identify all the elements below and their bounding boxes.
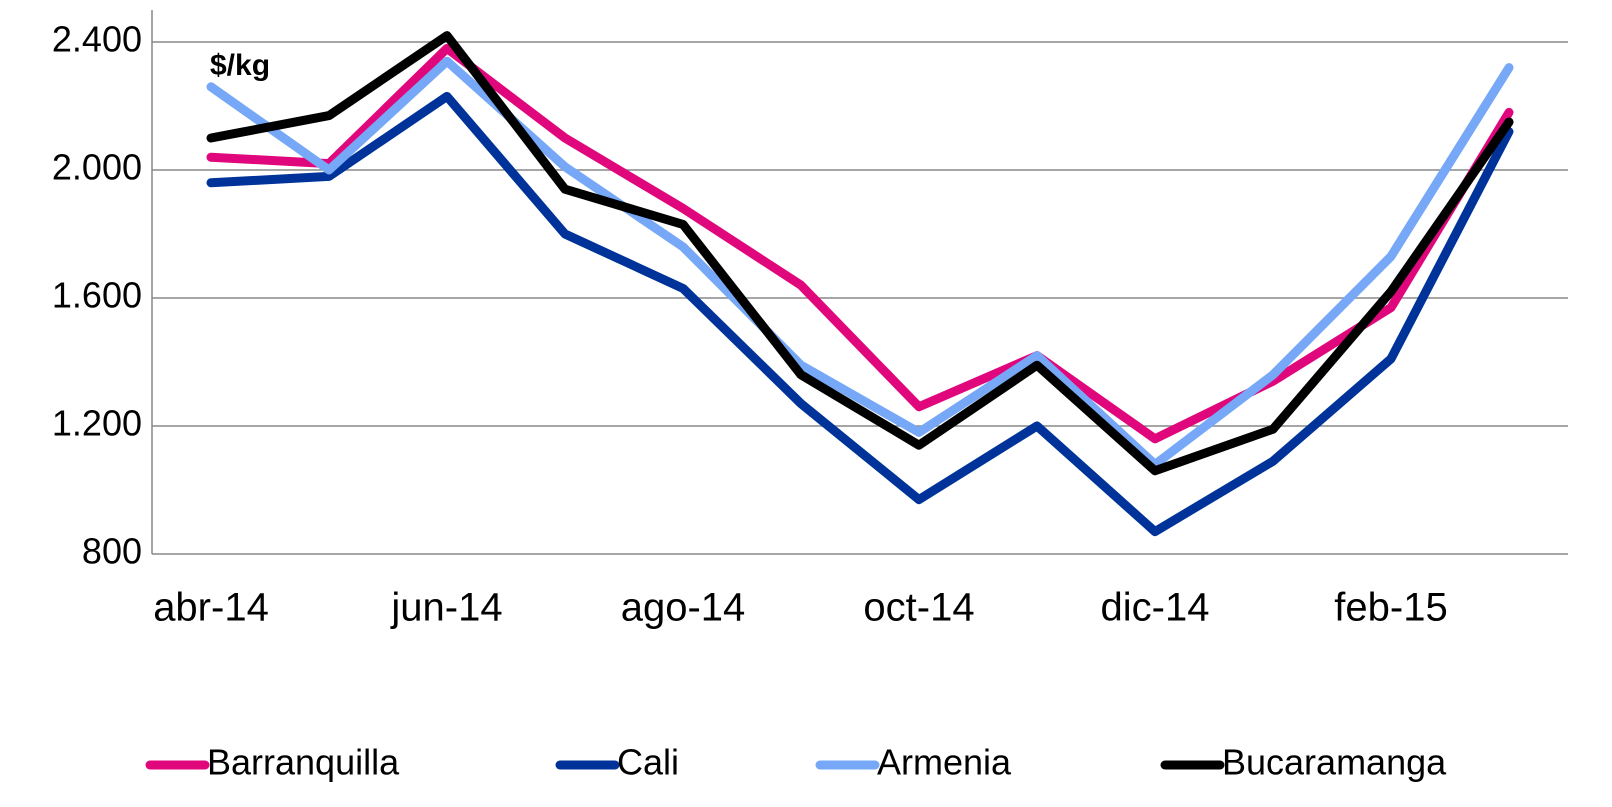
y-tick-label: 1.200 [52, 403, 142, 444]
legend-label: Barranquilla [207, 742, 400, 783]
series-line [206, 91, 1514, 537]
x-tick-label: abr-14 [153, 586, 269, 630]
x-tick-label: feb-15 [1334, 586, 1447, 630]
unit-annotation: $/kg [210, 49, 270, 82]
x-tick-label: ago-14 [621, 586, 746, 630]
series-line [206, 43, 1514, 444]
legend-label: Bucaramanga [1222, 742, 1447, 783]
y-tick-label: 1.600 [52, 275, 142, 316]
y-tick-label: 2.000 [52, 147, 142, 188]
x-tick-label: oct-14 [863, 586, 974, 630]
grid [152, 41, 1568, 555]
y-tick-label: 800 [82, 531, 142, 572]
legend-label: Armenia [877, 742, 1012, 783]
legend-label: Cali [617, 742, 679, 783]
y-tick-label: 2.400 [52, 19, 142, 60]
x-tick-label: jun-14 [390, 586, 502, 630]
x-tick-label: dic-14 [1101, 586, 1210, 630]
series-line [206, 56, 1514, 469]
series-line [206, 31, 1514, 476]
